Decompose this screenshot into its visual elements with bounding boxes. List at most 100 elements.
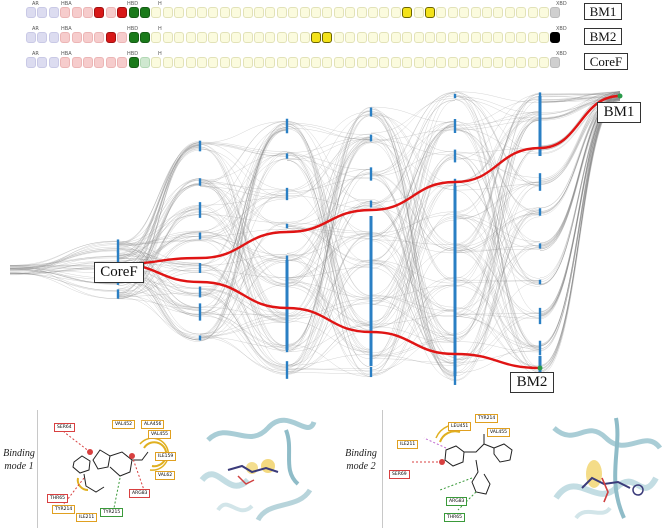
pathway-line: [370, 263, 456, 308]
pathway-line: [117, 140, 201, 264]
pathway-line: [370, 234, 456, 254]
fingerprint-cell: [197, 57, 207, 68]
fingerprint-cell: [151, 57, 162, 68]
pathway-line: [539, 91, 621, 103]
pathway-line: [199, 230, 288, 286]
pathway-line: [454, 184, 541, 381]
pathway-line: [370, 216, 456, 322]
pathway-line: [286, 322, 372, 373]
pathway-line: [454, 213, 541, 248]
fingerprint-cell: [527, 57, 538, 68]
pathway-line: [370, 108, 456, 246]
pathway-line: [286, 155, 372, 263]
pathway-line: [117, 179, 201, 293]
binding-mode-1-title: Binding mode 1: [3, 448, 35, 472]
pathway-line: [199, 144, 288, 157]
pathway-line: [199, 123, 288, 341]
pathway-line: [286, 122, 372, 368]
pathway-line: [454, 115, 541, 288]
pathway-line: [199, 214, 288, 224]
pathway-line: [454, 307, 541, 368]
pathway-line: [117, 296, 201, 336]
pathway-line: [454, 181, 541, 285]
pathway-line: [117, 240, 201, 296]
pathway-line: [286, 198, 372, 226]
pathway-line: [370, 184, 456, 326]
pathway-line: [117, 248, 201, 308]
fingerprint-cell: [83, 32, 93, 43]
pathway-line: [117, 144, 201, 295]
pathway-line: [454, 215, 541, 349]
fingerprint-cell: [470, 32, 481, 43]
pathway-line: [199, 255, 288, 308]
pathway-line: [286, 298, 372, 317]
highlighted-paths: [117, 93, 623, 371]
pathway-line: [286, 137, 372, 192]
pathway-line: [9, 273, 119, 291]
pathway-line: [117, 250, 201, 266]
pathway-line: [370, 133, 456, 248]
pathway-line: [117, 246, 201, 295]
pathway-line: [199, 214, 288, 287]
leaf-node: [617, 93, 623, 99]
pathway-line: [539, 92, 621, 95]
fingerprint-cell: [117, 57, 128, 68]
pathway-line: [9, 250, 119, 270]
pathway-line: [454, 128, 541, 351]
pathway-line: [199, 184, 288, 321]
pathway-line: [370, 141, 456, 190]
pathway-line: [286, 123, 372, 325]
fingerprint-cell: [539, 32, 549, 43]
pathway-line: [370, 177, 456, 334]
panel-divider-left: [37, 410, 38, 528]
residue-label: ALA456: [141, 420, 165, 429]
pathway-line: [454, 209, 541, 374]
fingerprint-cell: [242, 7, 253, 18]
pathway-line: [539, 98, 621, 115]
fingerprint-cell: [539, 57, 549, 68]
pathway-line: [539, 92, 621, 104]
pathway-line: [199, 289, 288, 320]
pathway-line: [199, 142, 288, 154]
pathway-line: [199, 180, 288, 346]
fingerprint-cell: [413, 7, 424, 18]
fingerprint-cell: [219, 7, 230, 18]
level-node: [369, 200, 373, 208]
fingerprint-cell: [436, 32, 447, 43]
pathway-line: [454, 183, 541, 191]
pathway-line: [9, 246, 119, 269]
pathway-line: [286, 138, 372, 287]
fingerprint-cell: [390, 32, 401, 43]
fingerprint-group-label: HBA: [61, 1, 72, 7]
pathway-line: [454, 181, 541, 247]
pathway-line: [539, 93, 621, 120]
pathway-line: [199, 334, 288, 373]
pathway-line: [454, 120, 541, 350]
fingerprint-cell: [482, 57, 492, 68]
fingerprint-cell: [265, 57, 276, 68]
pathway-line: [286, 137, 372, 225]
pathway-line: [199, 122, 288, 337]
pathway-line: [454, 345, 541, 374]
pathway-line: [199, 254, 288, 266]
residue-label: ARG83: [129, 489, 151, 498]
pathway-line: [286, 138, 372, 254]
level-node: [285, 118, 289, 134]
pathway-line: [117, 263, 201, 296]
fingerprint-cell: [333, 57, 344, 68]
pathway-line: [370, 259, 456, 284]
residue-label: THR65: [444, 513, 465, 522]
pathway-line: [286, 263, 372, 317]
pathway-line: [370, 98, 456, 134]
fingerprint-cell: [402, 57, 413, 68]
pathway-line: [539, 92, 621, 286]
pathway-line: [454, 213, 541, 254]
pathway-line: [117, 145, 201, 260]
pathway-line: [539, 91, 621, 147]
pathway-line: [370, 174, 456, 377]
residue-label: ILE211: [397, 440, 419, 449]
pathway-line: [370, 113, 456, 375]
pathway-line: [117, 291, 201, 340]
fingerprint-cell: [459, 32, 470, 43]
pathway-line: [199, 179, 288, 315]
